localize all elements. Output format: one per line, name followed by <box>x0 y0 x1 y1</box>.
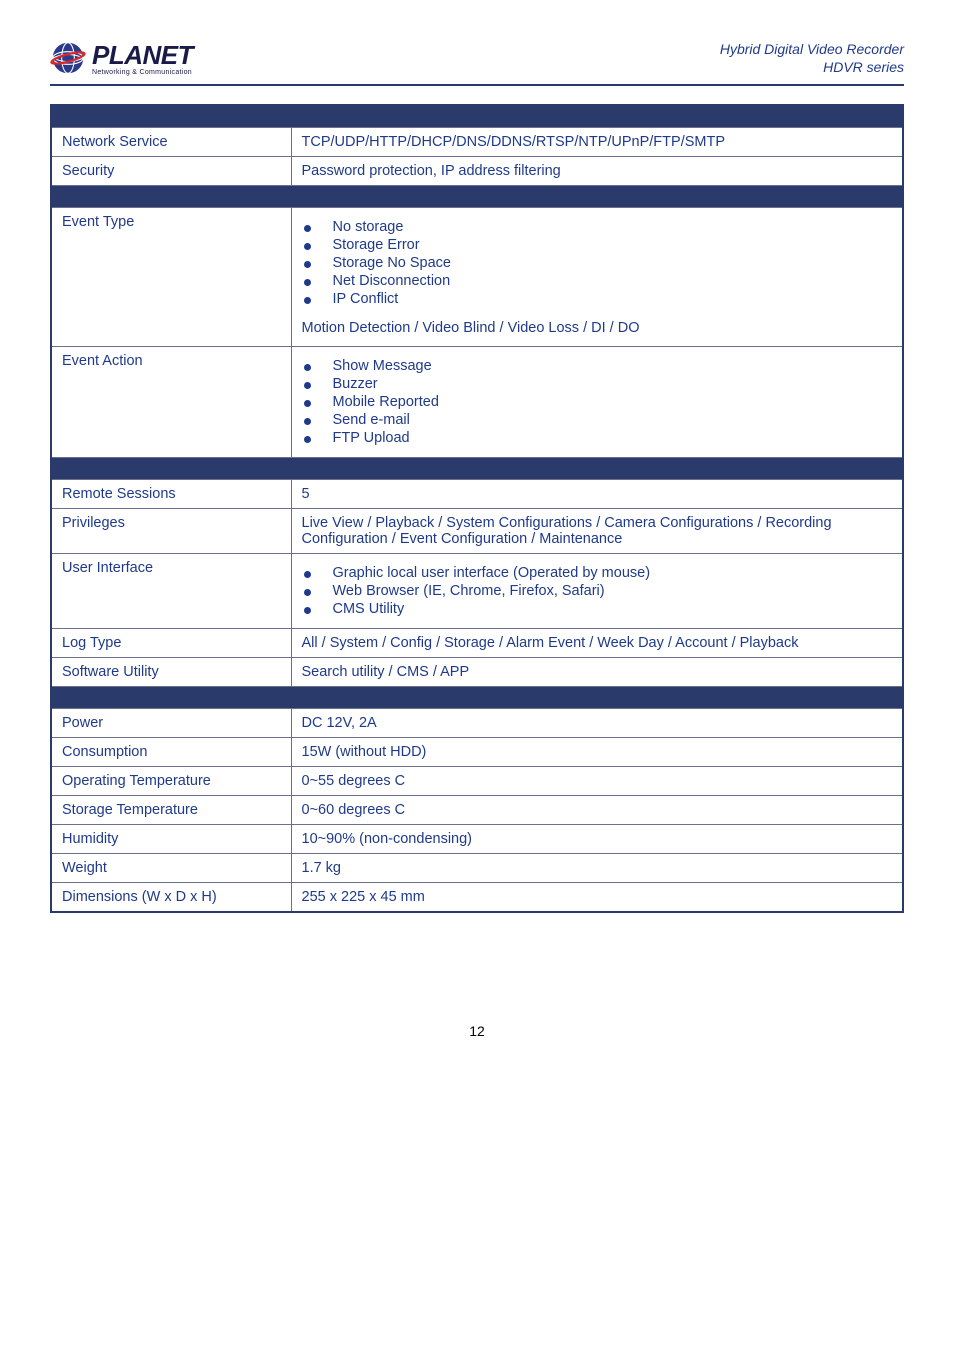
row-label: Storage Temperature <box>51 795 291 824</box>
section-divider <box>51 686 903 708</box>
row-label: Consumption <box>51 737 291 766</box>
bullet-icon <box>304 607 311 614</box>
bullet-list: Show Message Buzzer Mobile Reported Send… <box>302 353 893 451</box>
table-row: Remote Sessions 5 <box>51 479 903 508</box>
bullet-icon <box>304 418 311 425</box>
list-item: Web Browser (IE, Chrome, Firefox, Safari… <box>304 582 893 600</box>
row-value: Show Message Buzzer Mobile Reported Send… <box>291 346 903 457</box>
section-divider <box>51 105 903 127</box>
row-value: All / System / Config / Storage / Alarm … <box>291 628 903 657</box>
table-row: Power DC 12V, 2A <box>51 708 903 737</box>
bullet-icon <box>304 400 311 407</box>
list-item: Send e-mail <box>304 411 893 429</box>
bullet-icon <box>304 364 311 371</box>
bullet-icon <box>304 589 311 596</box>
row-label: Humidity <box>51 824 291 853</box>
page-number: 12 <box>50 1023 904 1039</box>
row-label: Network Service <box>51 127 291 156</box>
globe-icon <box>50 40 86 76</box>
section-divider <box>51 457 903 479</box>
table-row: Humidity 10~90% (non-condensing) <box>51 824 903 853</box>
bullet-list: Graphic local user interface (Operated b… <box>302 560 893 622</box>
brand-tagline: Networking & Communication <box>92 69 193 76</box>
table-row: Privileges Live View / Playback / System… <box>51 508 903 553</box>
row-label: Event Action <box>51 346 291 457</box>
table-row: Network Service TCP/UDP/HTTP/DHCP/DNS/DD… <box>51 127 903 156</box>
bullet-list: No storage Storage Error Storage No Spac… <box>302 214 893 312</box>
spec-table: Network Service TCP/UDP/HTTP/DHCP/DNS/DD… <box>50 104 904 913</box>
row-value: Password protection, IP address filterin… <box>291 156 903 185</box>
row-value: 15W (without HDD) <box>291 737 903 766</box>
row-value: Live View / Playback / System Configurat… <box>291 508 903 553</box>
list-item: Mobile Reported <box>304 393 893 411</box>
list-item: Net Disconnection <box>304 272 893 290</box>
row-value: No storage Storage Error Storage No Spac… <box>291 207 903 346</box>
page-header: PLANET Networking & Communication Hybrid… <box>50 40 904 86</box>
row-value: Graphic local user interface (Operated b… <box>291 553 903 628</box>
table-row: Security Password protection, IP address… <box>51 156 903 185</box>
row-label: Privileges <box>51 508 291 553</box>
list-item: CMS Utility <box>304 600 893 618</box>
table-row: Weight 1.7 kg <box>51 853 903 882</box>
row-value: 0~55 degrees C <box>291 766 903 795</box>
row-value: 1.7 kg <box>291 853 903 882</box>
table-row: User Interface Graphic local user interf… <box>51 553 903 628</box>
bullet-icon <box>304 225 311 232</box>
row-label: Operating Temperature <box>51 766 291 795</box>
row-value: 10~90% (non-condensing) <box>291 824 903 853</box>
table-row: Log Type All / System / Config / Storage… <box>51 628 903 657</box>
bullet-icon <box>304 382 311 389</box>
row-value: 0~60 degrees C <box>291 795 903 824</box>
list-item: IP Conflict <box>304 290 893 308</box>
list-item: Storage No Space <box>304 254 893 272</box>
row-value: TCP/UDP/HTTP/DHCP/DNS/DDNS/RTSP/NTP/UPnP… <box>291 127 903 156</box>
table-row: Event Action Show Message Buzzer Mobile … <box>51 346 903 457</box>
list-item: FTP Upload <box>304 429 893 447</box>
bullet-icon <box>304 243 311 250</box>
row-label: Security <box>51 156 291 185</box>
table-row: Operating Temperature 0~55 degrees C <box>51 766 903 795</box>
row-value: 5 <box>291 479 903 508</box>
doc-title-line1: Hybrid Digital Video Recorder <box>720 40 904 58</box>
row-label: Log Type <box>51 628 291 657</box>
table-row: Storage Temperature 0~60 degrees C <box>51 795 903 824</box>
list-item: Show Message <box>304 357 893 375</box>
logo-text-wrap: PLANET Networking & Communication <box>92 40 193 76</box>
row-value: DC 12V, 2A <box>291 708 903 737</box>
table-row: Software Utility Search utility / CMS / … <box>51 657 903 686</box>
row-value: Search utility / CMS / APP <box>291 657 903 686</box>
row-label: Software Utility <box>51 657 291 686</box>
brand-name: PLANET <box>92 40 193 71</box>
doc-title: Hybrid Digital Video Recorder HDVR serie… <box>720 40 904 76</box>
table-row: Dimensions (W x D x H) 255 x 225 x 45 mm <box>51 882 903 912</box>
bullet-icon <box>304 571 311 578</box>
list-item: No storage <box>304 218 893 236</box>
row-label: Remote Sessions <box>51 479 291 508</box>
logo: PLANET Networking & Communication <box>50 40 193 76</box>
row-label: Power <box>51 708 291 737</box>
extra-text: Motion Detection / Video Blind / Video L… <box>302 312 893 340</box>
list-item: Buzzer <box>304 375 893 393</box>
list-item: Graphic local user interface (Operated b… <box>304 564 893 582</box>
table-row: Event Type No storage Storage Error Stor… <box>51 207 903 346</box>
row-label: Dimensions (W x D x H) <box>51 882 291 912</box>
section-divider <box>51 185 903 207</box>
table-row: Consumption 15W (without HDD) <box>51 737 903 766</box>
doc-title-line2: HDVR series <box>720 58 904 76</box>
list-item: Storage Error <box>304 236 893 254</box>
bullet-icon <box>304 436 311 443</box>
row-label: Event Type <box>51 207 291 346</box>
bullet-icon <box>304 297 311 304</box>
bullet-icon <box>304 261 311 268</box>
bullet-icon <box>304 279 311 286</box>
row-label: Weight <box>51 853 291 882</box>
row-value: 255 x 225 x 45 mm <box>291 882 903 912</box>
row-label: User Interface <box>51 553 291 628</box>
